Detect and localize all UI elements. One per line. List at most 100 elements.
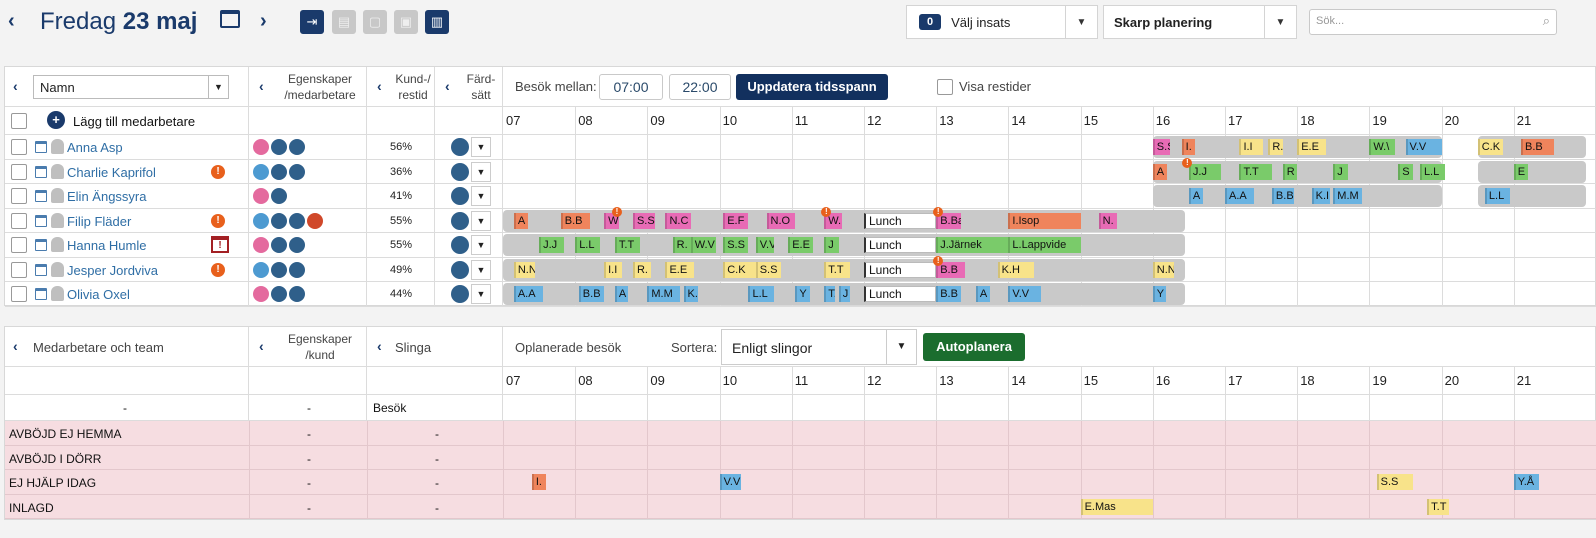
export-icon[interactable]: ⇥ [300, 10, 324, 34]
visit-block[interactable]: B.B [936, 261, 966, 278]
lunch-block[interactable]: Lunch [864, 237, 937, 253]
time-from-input[interactable]: 07:00 [599, 74, 663, 100]
unplanned-visit[interactable]: V.V [719, 474, 742, 490]
visit-block[interactable]: E.F [723, 212, 749, 229]
autoplan-button[interactable]: Autoplanera [923, 333, 1025, 361]
staff-name[interactable]: Elin Ängssyra [67, 189, 147, 204]
visit-block[interactable]: J.J [539, 237, 565, 253]
visit-block[interactable]: T.T [1239, 163, 1272, 180]
visa-restider-checkbox[interactable] [937, 79, 953, 95]
staff-checkbox[interactable] [11, 237, 27, 253]
chevron-left-icon[interactable]: ‹ [259, 78, 264, 94]
chevron-down-icon[interactable]: ▼ [471, 259, 491, 280]
chevron-left-icon[interactable]: ‹ [377, 338, 382, 354]
lunch-block[interactable]: Lunch [864, 212, 937, 229]
calendar-icon[interactable] [35, 190, 47, 202]
chevron-down-icon[interactable]: ▼ [471, 137, 491, 157]
unplanned-visit[interactable]: Y.Å [1513, 474, 1540, 490]
prev-day-button[interactable]: ‹ [8, 10, 15, 32]
visit-block[interactable]: L.L [748, 286, 774, 302]
plan-select[interactable]: Skarp planering ▼ [1103, 5, 1297, 39]
visit-block[interactable]: S.S [755, 261, 781, 278]
staff-checkbox[interactable] [11, 212, 27, 229]
visit-block[interactable]: R. [1268, 139, 1283, 155]
calendar-icon[interactable] [220, 10, 240, 28]
calendar-icon[interactable] [35, 165, 47, 178]
visit-block[interactable]: J [838, 286, 850, 302]
egenskaper-header[interactable]: ‹ Egenskaper /medarbetare [249, 67, 367, 107]
visit-block[interactable]: K. [683, 286, 698, 302]
staff-checkbox[interactable] [11, 163, 27, 180]
egenskaper-kund-header[interactable]: ‹ Egenskaper /kund [249, 327, 367, 367]
select-all-checkbox[interactable] [11, 113, 27, 129]
visit-block[interactable]: N. [1098, 212, 1117, 229]
visit-block[interactable]: Y [795, 286, 810, 302]
unplanned-visit[interactable]: T.T [1427, 498, 1449, 515]
visit-block[interactable]: V.V [1405, 139, 1442, 155]
visit-block[interactable]: T.T [824, 261, 850, 278]
visit-block[interactable]: L.Lappvide [1008, 237, 1081, 253]
lunch-block[interactable]: Lunch [864, 286, 937, 302]
staff-checkbox[interactable] [11, 139, 27, 155]
unplanned-visit[interactable]: I. [531, 474, 547, 490]
calendar-icon[interactable] [35, 263, 47, 276]
calendar-icon[interactable] [35, 214, 47, 227]
visit-block[interactable]: C.K [723, 261, 756, 278]
visit-block[interactable]: K.H [997, 261, 1034, 278]
visit-block[interactable]: L.L [575, 237, 601, 253]
visit-block[interactable]: I. [1181, 139, 1195, 155]
visit-block[interactable]: N.O [766, 212, 796, 229]
unplanned-visit[interactable]: S.S [1376, 474, 1413, 490]
visit-block[interactable]: J [1333, 163, 1348, 180]
visit-block[interactable]: E.E [665, 261, 695, 278]
visit-block[interactable]: A.A [1225, 188, 1254, 204]
visit-block[interactable]: B.B [1271, 188, 1294, 204]
fard-header[interactable]: ‹ Färd- sätt [435, 67, 503, 107]
chevron-down-icon[interactable]: ▼ [471, 210, 491, 231]
staff-name[interactable]: Anna Asp [67, 140, 123, 155]
visit-block[interactable]: B.Backd [936, 212, 962, 229]
visit-block[interactable]: A [513, 212, 529, 229]
chevron-down-icon[interactable]: ▼ [471, 284, 491, 304]
visit-block[interactable]: B.B [560, 212, 590, 229]
visit-block[interactable]: A [614, 286, 628, 302]
visit-block[interactable]: J [824, 237, 839, 253]
visit-block[interactable]: W.\ [1369, 139, 1395, 155]
calendar-icon[interactable] [35, 141, 47, 153]
next-day-button[interactable]: › [260, 10, 267, 32]
visit-block[interactable]: I.I [1239, 139, 1263, 155]
chevron-left-icon[interactable]: ‹ [13, 78, 18, 94]
chevron-left-icon[interactable]: ‹ [259, 338, 264, 354]
visit-block[interactable]: V.V [755, 237, 774, 253]
visit-block[interactable]: J.Järnek [936, 237, 1009, 253]
staff-checkbox[interactable] [11, 261, 27, 278]
chevron-left-icon[interactable]: ‹ [445, 78, 450, 94]
visit-block[interactable]: S.S [632, 212, 655, 229]
staff-name[interactable]: Olivia Oxel [67, 287, 130, 302]
visit-block[interactable]: W. [824, 212, 843, 229]
visit-block[interactable]: A.A [513, 286, 543, 302]
chevron-down-icon[interactable]: ▼ [471, 235, 491, 255]
update-timespan-button[interactable]: Uppdatera tidsspann [736, 74, 888, 100]
staff-name[interactable]: Charlie Kaprifol [67, 164, 156, 180]
report-icon[interactable]: ▥ [425, 10, 449, 34]
visit-block[interactable]: E.E [788, 237, 814, 253]
unplanned-visit[interactable]: E.Mas [1080, 498, 1153, 515]
visit-block[interactable]: I.Isop [1008, 212, 1081, 229]
visit-block[interactable]: A [975, 286, 991, 302]
staff-checkbox[interactable] [11, 286, 27, 302]
slinga-header[interactable]: ‹ Slinga [367, 327, 503, 367]
team-header[interactable]: ‹ Medarbetare och team [5, 327, 249, 367]
visit-block[interactable]: S.S [1152, 139, 1171, 155]
visit-block[interactable]: W.V [690, 237, 716, 253]
chevron-left-icon[interactable]: ‹ [13, 338, 18, 354]
visit-block[interactable]: N.N [513, 261, 536, 278]
visit-block[interactable]: R [1282, 163, 1298, 180]
visit-block[interactable]: I.I [604, 261, 623, 278]
visit-block[interactable]: L.L [1484, 188, 1511, 204]
visit-block[interactable]: V.V [1008, 286, 1041, 302]
insats-select[interactable]: 0 Välj insats ▼ [906, 5, 1098, 39]
visit-block[interactable]: E [1513, 163, 1529, 180]
copy-icon[interactable]: ▢ [363, 10, 387, 34]
kund-header[interactable]: ‹ Kund-/ restid [367, 67, 435, 107]
